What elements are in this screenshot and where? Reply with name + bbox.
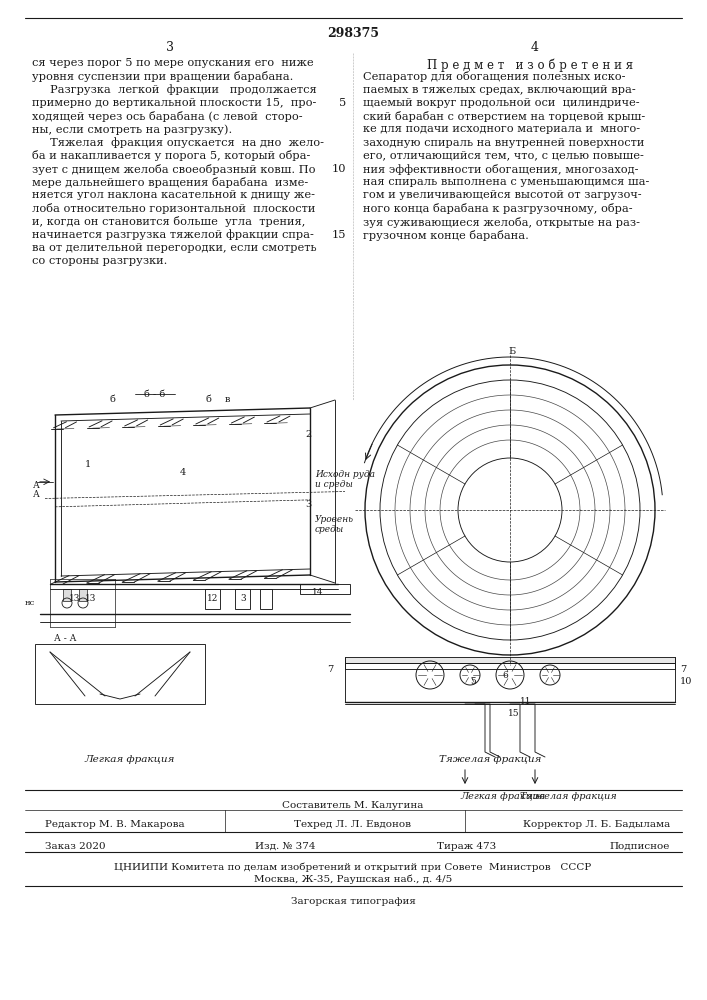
Text: 4: 4 (180, 468, 186, 477)
Text: ся через порог 5 по мере опускания его  ниже: ся через порог 5 по мере опускания его н… (32, 58, 314, 68)
Text: Легкая фракция: Легкая фракция (460, 792, 545, 801)
Text: 11: 11 (520, 697, 532, 706)
Text: ЦНИИПИ Комитета по делам изобретений и открытий при Совете  Министров   СССР: ЦНИИПИ Комитета по делам изобретений и о… (115, 862, 592, 871)
Bar (260, 589, 272, 609)
Text: Москва, Ж-35, Раушская наб., д. 4/5: Москва, Ж-35, Раушская наб., д. 4/5 (254, 874, 452, 884)
Text: лоба относительно горизонтальной  плоскости: лоба относительно горизонтальной плоскос… (32, 203, 315, 214)
Text: ны, если смотреть на разгрузку).: ны, если смотреть на разгрузку). (32, 124, 233, 135)
Text: грузочном конце барабана.: грузочном конце барабана. (363, 230, 529, 241)
Text: ба и накапливается у порога 5, который обра-: ба и накапливается у порога 5, который о… (32, 150, 310, 161)
Text: б: б (205, 395, 211, 404)
Text: гом и увеличивающейся высотой от загрузоч-: гом и увеличивающейся высотой от загрузо… (363, 190, 642, 200)
Text: 5: 5 (470, 677, 476, 686)
Text: б - б: б - б (144, 390, 165, 399)
Text: 14: 14 (312, 588, 324, 597)
Text: Подписное: Подписное (609, 842, 670, 851)
Text: Загорская типография: Загорская типография (291, 897, 416, 906)
Text: щаемый вокруг продольной оси  цилиндриче-: щаемый вокруг продольной оси цилиндриче- (363, 98, 640, 108)
Text: 13: 13 (69, 594, 81, 603)
Text: 3: 3 (166, 41, 174, 54)
Bar (300, 584, 350, 594)
Text: 15: 15 (508, 709, 520, 718)
Text: ния эффективности обогащения, многозаход-: ния эффективности обогащения, многозаход… (363, 164, 638, 175)
Text: 15: 15 (332, 230, 346, 240)
Text: ке для подачи исходного материала и  много-: ке для подачи исходного материала и мног… (363, 124, 640, 134)
Text: Тяжелая фракция: Тяжелая фракция (439, 755, 541, 764)
Text: ва от делительной перегородки, если смотреть: ва от делительной перегородки, если смот… (32, 243, 317, 253)
Text: Корректор Л. Б. Бадылама: Корректор Л. Б. Бадылама (522, 820, 670, 829)
Text: и, когда он становится больше  угла  трения,: и, когда он становится больше угла трени… (32, 216, 305, 227)
Text: Составитель М. Калугина: Составитель М. Калугина (282, 801, 423, 810)
Text: заходную спираль на внутренней поверхности: заходную спираль на внутренней поверхнос… (363, 137, 644, 147)
Text: 1: 1 (85, 460, 91, 469)
Bar (235, 589, 250, 609)
Bar (35, 644, 205, 704)
Bar (79, 589, 87, 601)
Bar (345, 663, 675, 669)
Text: Уровень: Уровень (315, 515, 354, 524)
Text: среды: среды (315, 525, 344, 534)
Text: Разгрузка  легкой  фракции   продолжается: Разгрузка легкой фракции продолжается (32, 84, 317, 95)
Text: П р е д м е т   и з о б р е т е н и я: П р е д м е т и з о б р е т е н и я (427, 58, 633, 72)
Text: его, отличающийся тем, что, с целью повыше-: его, отличающийся тем, что, с целью повы… (363, 151, 644, 161)
Text: мере дальнейшего вращения барабана  изме-: мере дальнейшего вращения барабана изме- (32, 177, 308, 188)
Text: 7: 7 (327, 665, 333, 674)
Text: Редактор М. В. Макарова: Редактор М. В. Макарова (45, 820, 185, 829)
Text: Тяжелая фракция: Тяжелая фракция (520, 792, 617, 801)
Text: примерно до вертикальной плоскости 15,  про-: примерно до вертикальной плоскости 15, п… (32, 98, 316, 108)
Text: 3: 3 (240, 594, 245, 603)
Text: со стороны разгрузки.: со стороны разгрузки. (32, 256, 168, 266)
Text: в: в (225, 395, 230, 404)
Text: 12: 12 (207, 594, 218, 603)
Text: зуя суживающиеся желоба, открытые на раз-: зуя суживающиеся желоба, открытые на раз… (363, 217, 640, 228)
Text: 13: 13 (85, 594, 96, 603)
Text: ная спираль выполнена с уменьшающимся ша-: ная спираль выполнена с уменьшающимся ша… (363, 177, 649, 187)
Text: Техред Л. Л. Евдонов: Техред Л. Л. Евдонов (295, 820, 411, 829)
Text: 7: 7 (680, 665, 686, 674)
Bar (63, 589, 71, 601)
Text: начинается разгрузка тяжелой фракции спра-: начинается разгрузка тяжелой фракции спр… (32, 230, 314, 240)
Bar (205, 589, 220, 609)
Text: и среды: и среды (315, 480, 353, 489)
Text: зует с днищем желоба своеобразный ковш. По: зует с днищем желоба своеобразный ковш. … (32, 164, 315, 175)
Text: ходящей через ось барабана (с левой  сторо-: ходящей через ось барабана (с левой стор… (32, 111, 303, 122)
Text: 3: 3 (305, 500, 311, 509)
Text: нс: нс (25, 599, 35, 607)
Text: ский барабан с отверстием на торцевой крыш-: ский барабан с отверстием на торцевой кр… (363, 111, 645, 122)
Text: Заказ 2020: Заказ 2020 (45, 842, 105, 851)
Text: 2: 2 (305, 430, 311, 439)
Text: 298375: 298375 (327, 27, 379, 40)
Text: А: А (33, 490, 40, 499)
Text: б: б (110, 395, 116, 404)
Text: ного конца барабана к разгрузочному, обра-: ного конца барабана к разгрузочному, обр… (363, 204, 633, 215)
Text: 6: 6 (502, 671, 508, 680)
Text: 5: 5 (339, 98, 346, 108)
Text: Тираж 473: Тираж 473 (438, 842, 496, 851)
Text: А: А (33, 481, 40, 490)
Text: Легкая фракция: Легкая фракция (85, 755, 175, 764)
Text: 10: 10 (680, 677, 692, 686)
Text: Тяжелая  фракция опускается  на дно  жело-: Тяжелая фракция опускается на дно жело- (32, 137, 324, 148)
Text: Сепаратор для обогащения полезных иско-: Сепаратор для обогащения полезных иско- (363, 72, 626, 83)
Text: Исходн руда: Исходн руда (315, 470, 375, 479)
Text: паемых в тяжелых средах, включающий вра-: паемых в тяжелых средах, включающий вра- (363, 85, 636, 95)
Text: А - А: А - А (54, 634, 76, 643)
Text: 10: 10 (332, 164, 346, 174)
Text: 4: 4 (531, 41, 539, 54)
Text: уровня суспензии при вращении барабана.: уровня суспензии при вращении барабана. (32, 71, 293, 82)
Text: Изд. № 374: Изд. № 374 (255, 842, 315, 851)
Text: няется угол наклона касательной к днищу же-: няется угол наклона касательной к днищу … (32, 190, 315, 200)
Bar (345, 657, 675, 663)
Text: Б: Б (508, 347, 515, 356)
